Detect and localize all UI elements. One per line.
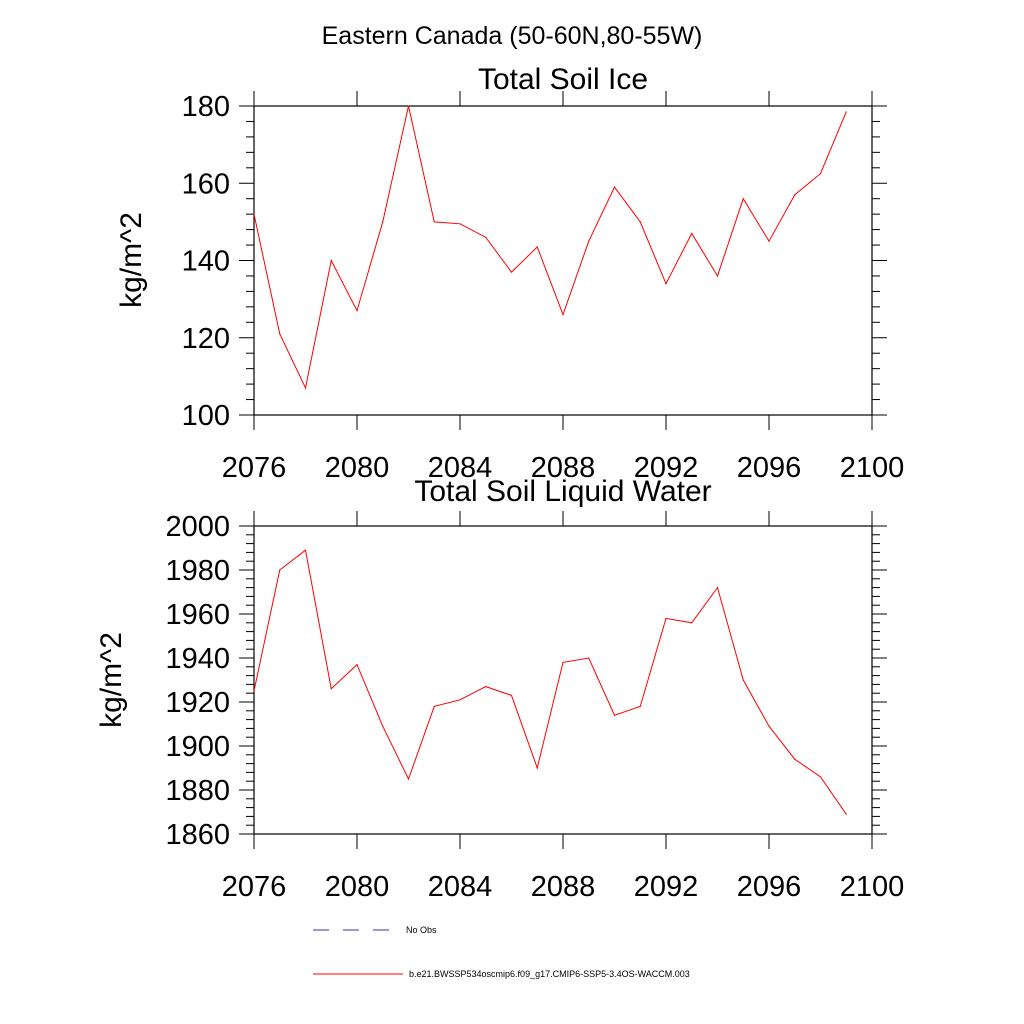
data-point bbox=[845, 813, 847, 815]
data-point bbox=[845, 111, 847, 113]
legend-label-no-obs: No Obs bbox=[406, 925, 437, 935]
data-point bbox=[433, 705, 435, 708]
data-point bbox=[768, 240, 770, 242]
data-point bbox=[639, 221, 641, 223]
data-point bbox=[279, 333, 281, 335]
x-tick-label: 2096 bbox=[737, 871, 802, 903]
x-tick-label: 2096 bbox=[737, 452, 802, 484]
chart-title-total-soil-ice: Total Soil Ice bbox=[478, 63, 648, 96]
data-point bbox=[433, 221, 435, 223]
data-point bbox=[588, 657, 590, 659]
y-tick-label: 1960 bbox=[165, 599, 230, 631]
chart-marks-total-soil-ice: 2076 2080 2084 2088 2092 2096 2100 100 120 140 160… bbox=[182, 91, 905, 484]
data-point bbox=[510, 694, 513, 697]
x-tick-label: 2084 bbox=[428, 871, 493, 903]
x-tick-label: 2088 bbox=[531, 871, 596, 903]
y-tick-label: 1980 bbox=[165, 555, 230, 587]
y-tick-label: 1940 bbox=[165, 643, 230, 675]
data-point bbox=[691, 622, 693, 624]
data-point bbox=[356, 664, 358, 666]
data-point bbox=[304, 549, 307, 551]
chart-total-soil-ice: Total Soil Ice kg/m^2 2076 2080 2084 2088 20… bbox=[115, 63, 904, 484]
data-point bbox=[665, 283, 667, 285]
data-point bbox=[330, 688, 332, 690]
data-point bbox=[459, 699, 461, 701]
data-point bbox=[819, 776, 822, 778]
data-point bbox=[279, 569, 281, 571]
x-tick-label: 2092 bbox=[634, 871, 699, 903]
data-point bbox=[794, 194, 796, 196]
y-tick-label: 1920 bbox=[165, 687, 230, 719]
data-point bbox=[562, 313, 564, 316]
data-point bbox=[356, 310, 358, 312]
chart-title-total-soil-liquid-water: Total Soil Liquid Water bbox=[414, 475, 711, 508]
y-tick-label: 160 bbox=[182, 168, 230, 200]
y-tick-label: 100 bbox=[182, 400, 230, 432]
data-point bbox=[407, 105, 410, 107]
data-point bbox=[536, 246, 538, 248]
data-point bbox=[716, 587, 719, 589]
y-tick-label: 2000 bbox=[165, 511, 230, 543]
chart-total-soil-liquid-water: Total Soil Liquid Water kg/m^2 2076 2080 2… bbox=[95, 475, 904, 903]
data-point bbox=[459, 223, 461, 225]
data-point bbox=[819, 172, 822, 175]
y-axis-label-total-soil-liquid-water: kg/m^2 bbox=[95, 632, 128, 728]
data-point bbox=[562, 661, 564, 664]
y-tick-label: 1860 bbox=[165, 819, 230, 851]
y-axis-label-total-soil-ice: kg/m^2 bbox=[115, 212, 148, 308]
y-tick-label: 140 bbox=[182, 246, 230, 278]
plot-frame bbox=[253, 105, 873, 416]
x-tick-label: 2076 bbox=[222, 452, 287, 484]
x-tick-label: 2092 bbox=[634, 452, 699, 484]
x-tick-label: 2080 bbox=[325, 452, 390, 484]
data-point bbox=[253, 690, 255, 692]
data-point bbox=[716, 275, 719, 277]
y-tick-label: 1880 bbox=[165, 775, 230, 807]
data-point bbox=[768, 725, 770, 727]
data-point bbox=[407, 778, 410, 780]
data-point bbox=[382, 221, 384, 223]
x-tick-label: 2076 bbox=[222, 871, 287, 903]
legend-label-model-run: b.e21.BWSSP534oscmip6.f09_g17.CMIP6-SSP5… bbox=[409, 969, 690, 979]
series-line-total-soil-liquid-water bbox=[253, 549, 847, 815]
data-point bbox=[253, 213, 255, 215]
plot-frame bbox=[253, 525, 873, 835]
series-line-total-soil-ice bbox=[253, 105, 847, 390]
data-point bbox=[794, 758, 796, 760]
x-tick-label: 2100 bbox=[840, 452, 905, 484]
data-point bbox=[485, 236, 487, 238]
data-point bbox=[665, 617, 667, 620]
figure-title: Eastern Canada (50-60N,80-55W) bbox=[322, 22, 703, 50]
data-point bbox=[588, 240, 590, 242]
data-point bbox=[330, 259, 332, 262]
data-point bbox=[613, 714, 616, 716]
data-point bbox=[691, 232, 693, 235]
legend: No Obs b.e21.BWSSP534oscmip6.f09_g17.CMI… bbox=[313, 925, 690, 979]
y-tick-label: 120 bbox=[182, 323, 230, 355]
data-point bbox=[742, 679, 744, 681]
data-point bbox=[742, 198, 744, 200]
data-point bbox=[536, 767, 538, 769]
data-point bbox=[510, 271, 513, 273]
data-point bbox=[382, 725, 384, 727]
data-point bbox=[639, 705, 641, 708]
y-tick-label: 1900 bbox=[165, 731, 230, 763]
x-tick-label: 2088 bbox=[531, 452, 596, 484]
data-point bbox=[613, 186, 616, 188]
y-tick-label: 180 bbox=[182, 91, 230, 123]
x-tick-label: 2080 bbox=[325, 871, 390, 903]
x-tick-label: 2100 bbox=[840, 871, 905, 903]
data-point bbox=[485, 686, 487, 688]
data-point bbox=[304, 387, 307, 389]
chart-marks-total-soil-liquid-water: 2076 2080 2084 2088 2092 2096 2100 1860 1880 1900… bbox=[165, 511, 904, 903]
x-tick-label: 2084 bbox=[428, 452, 493, 484]
